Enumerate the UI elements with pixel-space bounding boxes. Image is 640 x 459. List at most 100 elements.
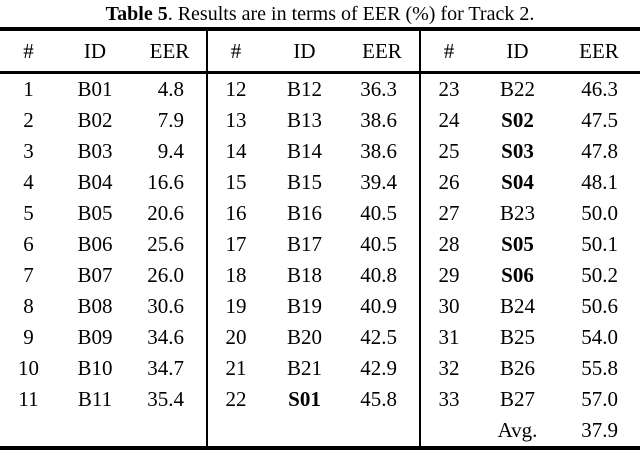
header-eer: EER	[345, 29, 420, 74]
eer-cell: 38.6	[360, 139, 397, 163]
eer-cell: 4.8	[157, 77, 184, 101]
eer-cell: 42.5	[360, 325, 397, 349]
eer-cell: 35.4	[147, 387, 184, 411]
eer-cell: 50.2	[581, 263, 618, 287]
eer-cell: 9.4	[157, 139, 184, 163]
id-cell: B16	[286, 201, 322, 225]
id-cell: B05	[77, 201, 113, 225]
id-cell: B08	[77, 294, 113, 318]
rank-cell: 6	[23, 232, 34, 256]
id-cell	[264, 415, 345, 448]
id-cell: S05	[501, 232, 534, 256]
id-cell: B09	[77, 325, 113, 349]
rank-cell: 33	[419, 384, 477, 415]
eer-cell: 40.9	[360, 294, 397, 318]
rank-cell: 2	[23, 108, 34, 132]
id-cell: B22	[499, 77, 535, 101]
rank-cell: 23	[419, 72, 477, 105]
table-row: 8 B08 30.6 19 B19 40.9 30 B24 50.6	[0, 291, 640, 322]
rank-cell: 10	[18, 356, 39, 380]
id-cell: B03	[77, 139, 113, 163]
rank-cell: 16	[206, 198, 264, 229]
id-cell: Avg.	[497, 418, 538, 442]
id-cell: S03	[501, 139, 534, 163]
rank-cell: 4	[23, 170, 34, 194]
header-eer: EER	[133, 29, 207, 74]
rank-cell: 22	[206, 384, 264, 415]
id-cell: S01	[288, 387, 321, 411]
table-row: 11 B11 35.4 22 S01 45.8 33 B27 57.0	[0, 384, 640, 415]
rank-cell: 19	[206, 291, 264, 322]
id-cell: B10	[77, 356, 113, 380]
eer-cell: 42.9	[360, 356, 397, 380]
rank-cell: 24	[419, 105, 477, 136]
id-cell: B07	[77, 263, 113, 287]
eer-cell	[345, 415, 420, 448]
rank-cell: 29	[419, 260, 477, 291]
rank-cell	[206, 415, 264, 448]
id-cell	[57, 415, 133, 448]
eer-cell: 47.5	[581, 108, 618, 132]
eer-cell: 39.4	[360, 170, 397, 194]
header-id: ID	[264, 29, 345, 74]
id-cell: S04	[501, 170, 534, 194]
rank-cell: 12	[206, 72, 264, 105]
eer-cell: 26.0	[147, 263, 184, 287]
table-row: Avg. 37.9	[0, 415, 640, 448]
rank-cell: 9	[23, 325, 34, 349]
header-rank: #	[206, 29, 264, 74]
rank-cell: 15	[206, 167, 264, 198]
id-cell: B11	[77, 387, 113, 411]
table-row: 2 B02 7.9 13 B13 38.6 24 S02 47.5	[0, 105, 640, 136]
rank-cell: 17	[206, 229, 264, 260]
eer-cell: 34.7	[147, 356, 184, 380]
table-caption-text: . Results are in terms of EER (%) for Tr…	[167, 3, 535, 25]
eer-cell: 54.0	[581, 325, 618, 349]
id-cell: B14	[286, 139, 322, 163]
rank-cell	[419, 415, 477, 448]
results-table: # ID EER # ID EER # ID EER 1 B01 4.8 12 B12 3…	[0, 27, 640, 450]
id-cell: B06	[77, 232, 113, 256]
id-cell: B13	[286, 108, 322, 132]
eer-cell: 47.8	[581, 139, 618, 163]
id-cell: B04	[77, 170, 113, 194]
rank-cell: 14	[206, 136, 264, 167]
id-cell: B18	[286, 263, 322, 287]
eer-cell: 40.5	[360, 232, 397, 256]
rank-cell: 20	[206, 322, 264, 353]
id-cell: B19	[286, 294, 322, 318]
id-cell: S02	[501, 108, 534, 132]
eer-cell: 46.3	[581, 77, 618, 101]
id-cell: B01	[77, 77, 113, 101]
table-header: # ID EER # ID EER # ID EER	[0, 29, 640, 74]
eer-cell: 36.3	[360, 77, 397, 101]
eer-cell: 37.9	[581, 418, 618, 442]
table-row: 3 B03 9.4 14 B14 38.6 25 S03 47.8	[0, 136, 640, 167]
id-cell: S06	[501, 263, 534, 287]
eer-cell: 25.6	[147, 232, 184, 256]
eer-cell: 7.9	[157, 108, 184, 132]
eer-cell: 50.0	[581, 201, 618, 225]
rank-cell: 8	[23, 294, 34, 318]
table-row: 1 B01 4.8 12 B12 36.3 23 B22 46.3	[0, 72, 640, 105]
rank-cell	[0, 415, 57, 448]
header-eer: EER	[558, 29, 640, 74]
table-row: 6 B06 25.6 17 B17 40.5 28 S05 50.1	[0, 229, 640, 260]
table-row: 4 B04 16.6 15 B15 39.4 26 S04 48.1	[0, 167, 640, 198]
table-row: 10 B10 34.7 21 B21 42.9 32 B26 55.8	[0, 353, 640, 384]
header-id: ID	[477, 29, 558, 74]
rank-cell: 28	[419, 229, 477, 260]
table-row: 7 B07 26.0 18 B18 40.8 29 S06 50.2	[0, 260, 640, 291]
table-row: 5 B05 20.6 16 B16 40.5 27 B23 50.0	[0, 198, 640, 229]
rank-cell: 30	[419, 291, 477, 322]
header-id: ID	[57, 29, 133, 74]
eer-cell: 40.8	[360, 263, 397, 287]
eer-cell: 50.6	[581, 294, 618, 318]
id-cell: B15	[286, 170, 322, 194]
eer-cell: 48.1	[581, 170, 618, 194]
rank-cell: 31	[419, 322, 477, 353]
rank-cell: 7	[23, 263, 34, 287]
rank-cell: 26	[419, 167, 477, 198]
id-cell: B21	[286, 356, 322, 380]
id-cell: B02	[77, 108, 113, 132]
